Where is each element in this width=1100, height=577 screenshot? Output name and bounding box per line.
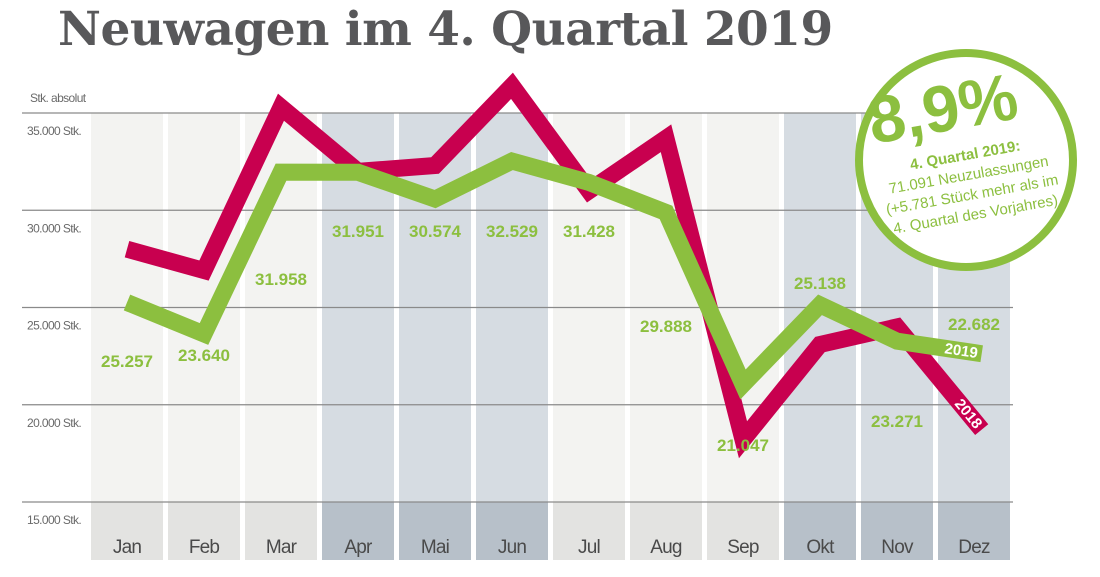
month-band (938, 502, 1010, 560)
x-tick-label: Dez (958, 537, 990, 558)
y-tick-label: 15.000 Stk. (27, 513, 81, 527)
y-tick-label: 25.000 Stk. (27, 319, 81, 333)
data-label: 21.047 (717, 436, 769, 455)
x-tick-label: Apr (344, 537, 373, 558)
percent-badge: 8,9% 4. Quartal 2019: 71.091 Neuzulassun… (855, 49, 1077, 271)
data-label: 25.138 (794, 274, 846, 293)
month-band (399, 502, 471, 560)
badge-circle (855, 49, 1077, 271)
month-band (553, 502, 625, 560)
x-tick-label: Mar (266, 537, 298, 558)
month-band (784, 502, 856, 560)
x-tick-label: Sep (727, 537, 759, 558)
month-band (245, 502, 317, 560)
month-band (861, 502, 933, 560)
data-label: 23.640 (178, 346, 230, 365)
month-band (476, 502, 548, 560)
x-tick-label: Nov (881, 537, 914, 558)
x-tick-label: Jan (113, 537, 141, 558)
x-tick-label: Okt (806, 537, 835, 558)
y-axis-label: Stk. absolut (30, 91, 87, 105)
y-tick-label: 30.000 Stk. (27, 221, 81, 235)
series-end-label-2019: 2019 (943, 340, 979, 362)
data-label: 23.271 (871, 412, 923, 431)
data-label: 30.574 (409, 222, 462, 241)
x-tick-label: Jul (578, 537, 600, 558)
y-tick-label: 35.000 Stk. (27, 124, 81, 138)
x-tick-label: Jun (498, 537, 526, 558)
month-band (168, 502, 240, 560)
data-label: 29.888 (640, 317, 692, 336)
data-label: 31.951 (332, 222, 384, 241)
data-label: 32.529 (486, 222, 538, 241)
month-band (630, 502, 702, 560)
y-tick-label: 20.000 Stk. (27, 416, 81, 430)
data-label: 31.428 (563, 222, 615, 241)
data-label: 22.682 (948, 315, 1000, 334)
month-band (91, 502, 163, 560)
x-tick-label: Feb (189, 537, 220, 558)
data-label: 31.958 (255, 270, 307, 289)
x-tick-label: Mai (421, 537, 449, 558)
x-tick-label: Aug (650, 537, 682, 558)
chart-title: Neuwagen im 4. Quartal 2019 (58, 2, 833, 57)
data-label: 25.257 (101, 352, 153, 371)
month-band (322, 502, 394, 560)
month-band (707, 502, 779, 560)
